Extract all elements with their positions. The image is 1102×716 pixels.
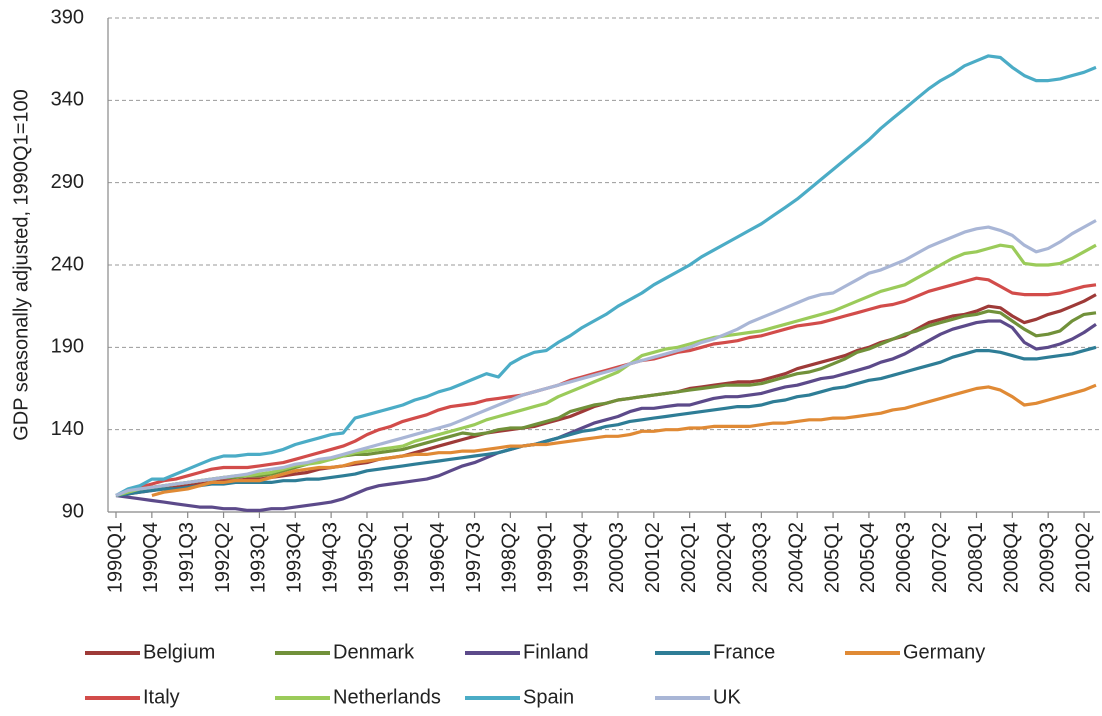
series-line <box>115 309 1097 498</box>
x-tick-label: 2008Q1 <box>965 522 987 593</box>
x-tick-label: 2002Q1 <box>678 522 700 593</box>
legend-label: Germany <box>903 641 985 663</box>
x-tick-label: 2004Q2 <box>786 522 808 593</box>
x-tick-label: 2009Q3 <box>1036 522 1058 593</box>
x-tick-label: 1990Q1 <box>104 522 126 593</box>
legend-label: Netherlands <box>333 686 441 708</box>
y-tick-label: 140 <box>51 418 84 440</box>
series-line <box>115 243 1097 498</box>
y-tick-label: 290 <box>51 171 84 193</box>
series-line <box>115 219 1097 497</box>
x-tick-label: 2003Q3 <box>750 522 772 593</box>
series-line <box>115 276 1097 497</box>
x-tick-label: 2006Q3 <box>893 522 915 593</box>
x-tick-label: 1998Q2 <box>499 522 521 593</box>
x-tick-label: 2001Q2 <box>642 522 664 593</box>
series-line <box>115 319 1097 512</box>
legend-label: Belgium <box>143 641 215 663</box>
x-tick-label: 2002Q4 <box>714 522 736 593</box>
legend-label: Denmark <box>333 641 415 663</box>
x-tick-label: 1993Q1 <box>248 522 270 593</box>
x-tick-label: 1991Q3 <box>176 522 198 593</box>
x-tick-label: 2007Q2 <box>929 522 951 593</box>
series-line <box>151 383 1097 498</box>
y-axis-title: GDP seasonally adjusted, 1990Q1=100 <box>10 89 32 441</box>
legend-label: Finland <box>523 641 589 663</box>
x-tick-label: 2005Q4 <box>857 522 879 593</box>
x-tick-label: 1990Q4 <box>140 522 162 593</box>
x-tick-label: 1997Q3 <box>463 522 485 593</box>
x-tick-label: 2000Q3 <box>606 522 628 593</box>
x-tick-label: 1993Q4 <box>284 522 306 593</box>
y-tick-label: 240 <box>51 253 84 275</box>
series-line <box>115 345 1097 498</box>
y-tick-label: 340 <box>51 89 84 111</box>
x-tick-label: 2010Q2 <box>1072 522 1094 593</box>
x-tick-label: 1996Q4 <box>427 522 449 593</box>
x-tick-label: 1996Q1 <box>391 522 413 593</box>
y-tick-label: 190 <box>51 336 84 358</box>
y-tick-label: 90 <box>62 500 84 522</box>
x-tick-label: 1995Q2 <box>355 522 377 593</box>
x-tick-label: 1999Q4 <box>570 522 592 593</box>
legend-label: UK <box>713 686 741 708</box>
legend-label: Spain <box>523 686 574 708</box>
legend-label: Italy <box>143 686 180 708</box>
x-tick-label: 2005Q1 <box>821 522 843 593</box>
legend-label: France <box>713 641 775 663</box>
series-line <box>115 54 1097 497</box>
x-tick-label: 1992Q2 <box>212 522 234 593</box>
x-tick-label: 2008Q4 <box>1001 522 1023 593</box>
x-tick-label: 1994Q3 <box>319 522 341 593</box>
y-tick-label: 390 <box>51 6 84 28</box>
x-tick-label: 1999Q1 <box>535 522 557 593</box>
